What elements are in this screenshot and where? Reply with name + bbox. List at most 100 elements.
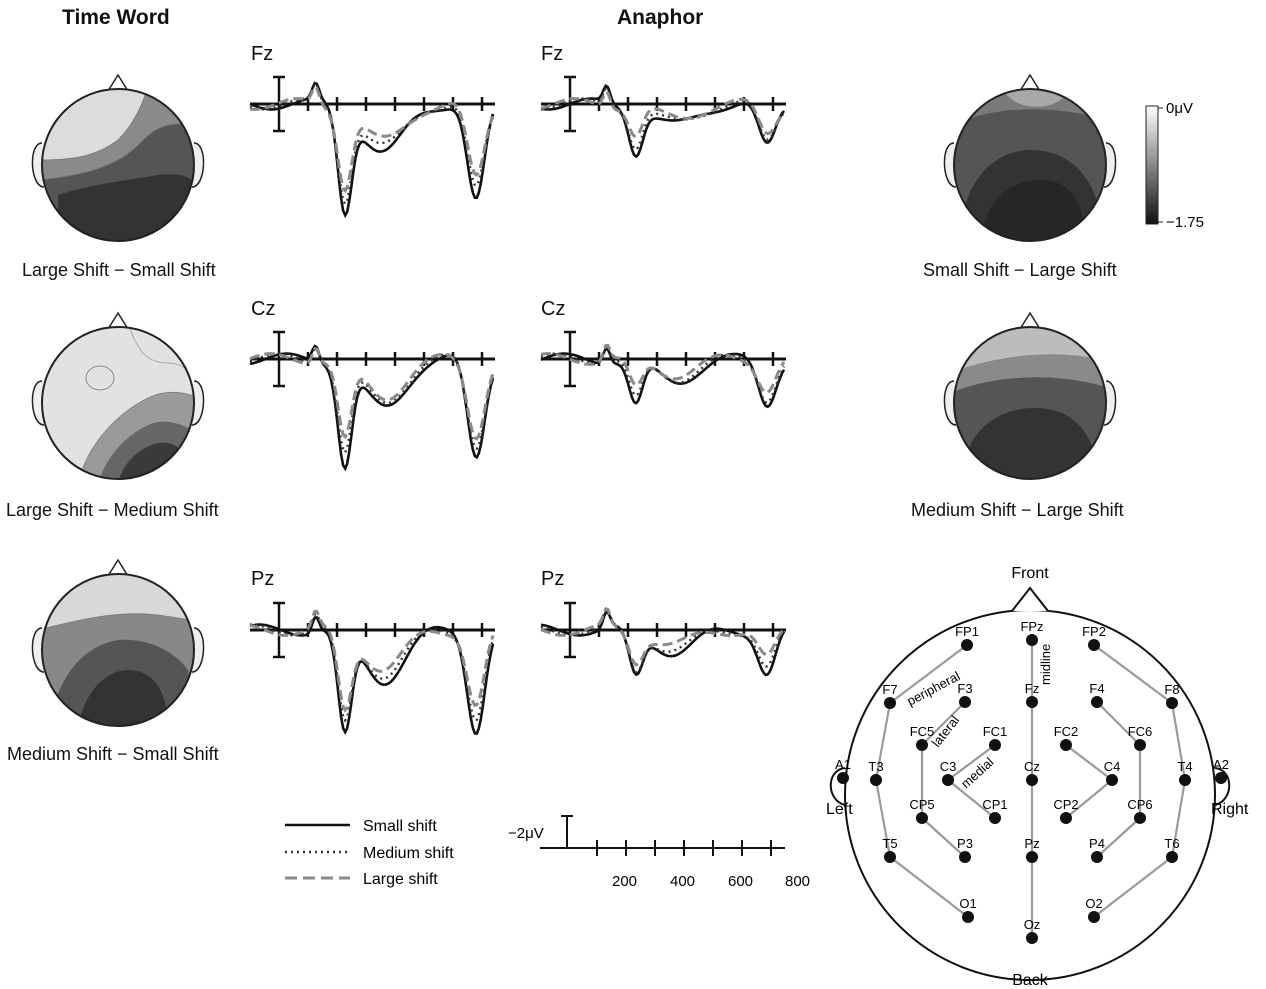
montage-group-peripheral: peripheral [904, 668, 962, 708]
map-caption-right-2: Medium Shift − Large Shift [911, 500, 1124, 520]
montage-link-F4-FC6 [1096, 701, 1141, 746]
electrode-dot-C4 [1106, 774, 1118, 786]
electrode-dot-FP1 [961, 639, 973, 651]
montage-link-FC1-C3 [947, 744, 996, 781]
erp-panel-cz-anaphor [540, 330, 786, 409]
topomap-medium-minus-large [943, 312, 1117, 480]
electrode-label-T6: T6 [1164, 836, 1179, 851]
erp-panel-pz-time [249, 601, 495, 736]
electrode-label-FPz: FPz [1020, 619, 1043, 634]
electrode-dot-Fz [1026, 696, 1038, 708]
electrode-dot-FC6 [1134, 739, 1146, 751]
topomap-medium-minus-small [31, 559, 205, 727]
channel-label-pz-anaphor: Pz [541, 568, 565, 590]
topomap-large-minus-medium [31, 312, 205, 480]
electrode-label-Cz: Cz [1024, 759, 1040, 774]
electrode-label-P4: P4 [1089, 836, 1105, 851]
electrode-dot-T3 [870, 774, 882, 786]
legend-small-label: Small shift [363, 818, 437, 835]
erp-trace-small [540, 610, 786, 677]
montage-back-label: Back [1012, 972, 1049, 989]
electrode-label-FC6: FC6 [1128, 724, 1153, 739]
electrode-dot-F3 [959, 696, 971, 708]
montage-link-C4-CP2 [1065, 779, 1113, 819]
montage-link-F7-T3 [874, 702, 892, 781]
montage-group-midline: midline [1038, 644, 1053, 685]
electrode-dot-T6 [1166, 851, 1178, 863]
electrode-dot-Pz [1026, 851, 1038, 863]
scale-axis [540, 815, 785, 856]
electrode-label-FC1: FC1 [983, 724, 1008, 739]
heading-anaphor: Anaphor [617, 6, 704, 29]
electrode-dot-T4 [1179, 774, 1191, 786]
colorbar: 0μV −1.75 [1145, 100, 1204, 231]
electrode-dot-FC1 [989, 739, 1001, 751]
map-caption-right-1: Small Shift − Large Shift [923, 260, 1117, 280]
electrode-dot-P4 [1091, 851, 1103, 863]
electrode-label-Fz: Fz [1025, 681, 1039, 696]
montage-link-CP5-P3 [921, 817, 966, 858]
erp-trace-medium [540, 346, 786, 404]
erp-trace-large [249, 609, 495, 713]
montage-link-T3-T5 [874, 779, 892, 858]
montage-link-FP2-F8 [1093, 644, 1173, 704]
scale-tick-600: 600 [728, 873, 753, 890]
electrode-dot-F7 [884, 697, 896, 709]
electrode-dot-FC5 [916, 739, 928, 751]
electrode-dot-O2 [1088, 911, 1100, 923]
electrode-label-C4: C4 [1104, 759, 1121, 774]
montage-link-T4-T6 [1170, 779, 1187, 858]
electrode-label-CP5: CP5 [909, 797, 934, 812]
colorbar-top-label: 0μV [1166, 100, 1193, 117]
electrode-dot-O1 [962, 911, 974, 923]
map-caption-left-1: Large Shift − Small Shift [22, 260, 216, 280]
electrode-label-T4: T4 [1177, 759, 1192, 774]
channel-label-fz-anaphor: Fz [541, 43, 564, 65]
channel-label-cz-time: Cz [251, 298, 276, 320]
electrode-dot-C3 [942, 774, 954, 786]
electrode-label-O1: O1 [959, 896, 976, 911]
electrode-label-F3: F3 [957, 681, 972, 696]
electrode-label-CP1: CP1 [982, 797, 1007, 812]
legend-large-label: Large shift [363, 871, 438, 888]
erp-panel-cz-time [249, 330, 495, 472]
electrode-dot-CP1 [989, 812, 1001, 824]
electrode-label-T3: T3 [868, 759, 883, 774]
erp-panel-fz-anaphor [540, 75, 786, 159]
channel-label-fz-time: Fz [251, 43, 274, 65]
topomap-large-minus-small [31, 74, 205, 242]
electrode-montage: FP1 FPz FP2 F7 F3 Fz F4 F8 FC5 FC1 FC2 FC6 A1 T3 C3 Cz C… [826, 565, 1249, 989]
erp-trace-large [249, 84, 495, 194]
electrode-label-A2: A2 [1213, 757, 1229, 772]
montage-link-FP1-F7 [889, 644, 968, 704]
electrode-dot-F8 [1166, 697, 1178, 709]
electrode-dot-F4 [1091, 696, 1103, 708]
erp-trace-large [540, 343, 786, 395]
electrode-label-CP2: CP2 [1053, 797, 1078, 812]
electrode-label-CP6: CP6 [1127, 797, 1152, 812]
erp-panels [249, 75, 786, 736]
electrode-dot-Oz [1026, 932, 1038, 944]
electrode-label-Oz: Oz [1024, 917, 1041, 932]
erp-trace-medium [540, 608, 785, 674]
electrode-dot-FC2 [1060, 739, 1072, 751]
electrode-dot-A2 [1215, 772, 1227, 784]
electrode-dot-FPz [1026, 634, 1038, 646]
montage-link-F3-FC5 [921, 701, 966, 746]
erp-trace-small [249, 81, 495, 219]
montage-right-label: Right [1211, 801, 1249, 818]
map-caption-left-2: Large Shift − Medium Shift [6, 500, 219, 520]
montage-front-label: Front [1011, 565, 1049, 582]
electrode-dot-T5 [884, 851, 896, 863]
electrode-dot-FP2 [1088, 639, 1100, 651]
colorbar-bottom-label: −1.75 [1166, 214, 1204, 231]
channel-label-cz-anaphor: Cz [541, 298, 566, 320]
erp-trace-large [540, 89, 786, 139]
electrode-dot-A1 [837, 772, 849, 784]
electrode-label-F8: F8 [1164, 682, 1179, 697]
erp-trace-small [249, 616, 495, 736]
erp-trace-large [540, 607, 786, 667]
scale-tick-800: 800 [785, 873, 810, 890]
electrode-dot-Cz [1026, 774, 1038, 786]
electrode-label-F4: F4 [1089, 681, 1104, 696]
